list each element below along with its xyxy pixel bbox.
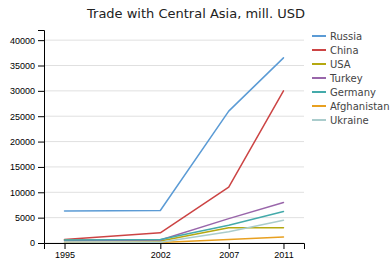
legend-label: Afghanistan [330, 101, 390, 112]
tick-mark [38, 218, 44, 219]
legend: Russia China USA Turkey Germany Afghanistan Uk… [312, 31, 390, 126]
legend-swatch [312, 63, 326, 65]
tick: 2011 [274, 243, 293, 260]
tick-mark [283, 243, 284, 249]
tick-label: 2007 [219, 250, 239, 260]
tick-mark [38, 167, 44, 168]
tick-mark [38, 66, 44, 67]
legend-swatch [312, 91, 326, 93]
legend-swatch [312, 77, 326, 79]
legend-item: Russia [312, 31, 362, 42]
title: Trade with Central Asia, mill. USD [86, 6, 305, 21]
tick-mark [38, 142, 44, 143]
legend-swatch [312, 105, 326, 107]
tick-label: 5000 [15, 213, 35, 223]
legend-label: China [330, 45, 359, 56]
tick-label: 40000 [10, 36, 35, 46]
plot: 1995 2002 2007 2011 0 5000 10000 15000 20000 2500… [10, 31, 305, 261]
legend-item: Turkey [312, 73, 363, 84]
tick: 25000 [10, 112, 44, 122]
chart: Trade with Central Asia, mill. USD 1995 20… [0, 0, 392, 265]
tick-label: 30000 [10, 86, 35, 96]
legend-label: Ukraine [330, 115, 369, 126]
grid-line [44, 65, 304, 66]
grid-line [44, 217, 304, 218]
tick-mark [229, 243, 230, 249]
grid [44, 40, 304, 243]
tick-label: 20000 [10, 137, 35, 147]
series-line [65, 212, 284, 240]
series-line [65, 91, 284, 240]
series-line [65, 58, 284, 211]
grid-line [44, 116, 304, 117]
grid-line [44, 141, 304, 142]
legend-swatch [312, 119, 326, 121]
legend-label: Turkey [329, 73, 363, 84]
grid-line [44, 166, 304, 167]
tick: 10000 [10, 188, 44, 198]
legend-swatch [312, 49, 326, 51]
legend-item: Germany [312, 87, 376, 98]
series-line [65, 202, 284, 240]
tick: 2002 [151, 243, 171, 260]
tick: 0 [30, 238, 44, 248]
tick-label: 2002 [151, 250, 171, 260]
legend-label: USA [330, 59, 351, 70]
x-axis: 1995 2002 2007 2011 [45, 243, 305, 260]
tick-mark [38, 243, 44, 244]
tick-mark [38, 91, 44, 92]
grid-line [44, 40, 304, 41]
tick: 35000 [10, 61, 44, 71]
axis-line [38, 31, 45, 244]
y-axis: 0 5000 10000 15000 20000 25000 30000 35000 40000 [10, 31, 45, 249]
legend-label: Germany [330, 87, 376, 98]
axis-line [45, 244, 305, 250]
tick-mark [38, 116, 44, 117]
tick-label: 2011 [274, 250, 293, 260]
tick-label: 25000 [10, 112, 35, 122]
tick: 5000 [15, 213, 44, 223]
legend-label: Russia [330, 31, 362, 42]
legend-item: USA [312, 59, 351, 70]
lines [65, 58, 284, 243]
tick: 2007 [219, 243, 239, 260]
legend-item: China [312, 45, 359, 56]
legend-item: Ukraine [312, 115, 369, 126]
tick-mark [38, 192, 44, 193]
tick-label: 10000 [10, 188, 35, 198]
tick: 15000 [10, 162, 44, 172]
grid-line [44, 90, 304, 91]
tick-label: 15000 [10, 162, 35, 172]
legend-item: Afghanistan [312, 101, 390, 112]
tick-mark [65, 243, 66, 249]
tick-label: 0 [30, 238, 35, 248]
tick: 20000 [10, 137, 44, 147]
tick-label: 35000 [10, 61, 35, 71]
tick: 40000 [10, 36, 44, 46]
tick: 30000 [10, 86, 44, 96]
tick-mark [38, 40, 44, 41]
tick-label: 1995 [55, 250, 75, 260]
series-line [65, 220, 284, 242]
tick-mark [160, 243, 161, 249]
legend-swatch [312, 35, 326, 37]
tick: 1995 [55, 243, 75, 260]
